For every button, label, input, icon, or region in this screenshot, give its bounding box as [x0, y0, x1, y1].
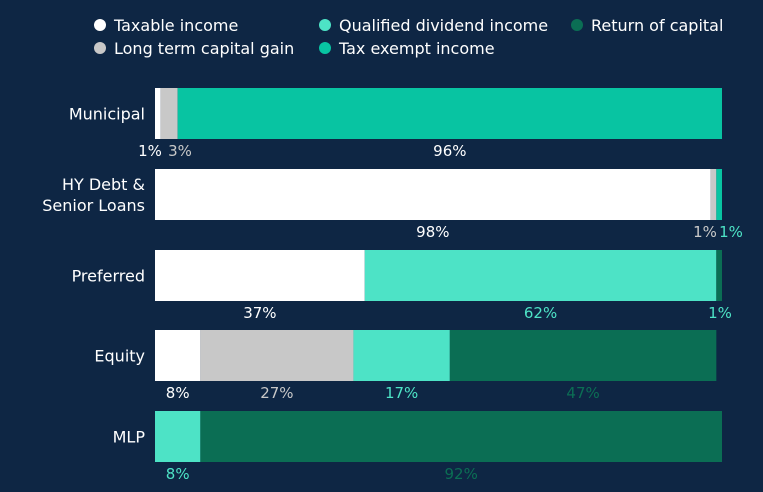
bar-segment-equity-qualified-dividend-income [353, 330, 450, 381]
bar-segment-preferred-taxable-income [155, 250, 365, 301]
bar-segment-hy-debt-senior-loans-long-term-capital-gain [710, 169, 717, 220]
data-label-mlp-qualified-dividend-income: 8% [166, 465, 190, 483]
category-label-mlp: MLP [113, 428, 146, 447]
bar-group-preferred: Preferred 37% 62% 1% [72, 250, 732, 322]
bar-segment-mlp-qualified-dividend-income [155, 411, 201, 462]
legend-item-tax-exempt-income: Tax exempt income [319, 39, 495, 58]
data-label-municipal-taxable-income: 1% [138, 142, 162, 160]
bar-group-municipal: Municipal 1% 3% 96% [69, 88, 722, 160]
bar-group-hy-debt-senior-loans: HY Debt & Senior Loans 98% 1% 1% [42, 169, 743, 241]
legend-item-long-term-capital-gain: Long term capital gain [94, 39, 294, 58]
category-label-hy-debt-senior-loans-line1: HY Debt & [62, 175, 145, 194]
data-label-equity-long-term-capital-gain: 27% [260, 384, 293, 402]
legend-label-tax-exempt-income: Tax exempt income [338, 39, 495, 58]
data-label-equity-taxable-income: 8% [166, 384, 190, 402]
bar-segment-mlp-return-of-capital [200, 411, 723, 462]
bar-segment-hy-debt-senior-loans-taxable-income [155, 169, 711, 220]
data-label-hy-debt-senior-loans-tax-exempt-income: 1% [719, 223, 743, 241]
bar-segment-preferred-return-of-capital [716, 250, 722, 301]
data-label-hy-debt-senior-loans-long-term-capital-gain: 1% [693, 223, 717, 241]
data-label-municipal-long-term-capital-gain: 3% [168, 142, 192, 160]
data-label-municipal-tax-exempt-income: 96% [433, 142, 466, 160]
category-label-preferred: Preferred [72, 267, 145, 286]
legend-label-qualified-dividend-income: Qualified dividend income [339, 16, 548, 35]
data-label-preferred-return-of-capital: 1% [708, 304, 732, 322]
legend-swatch-qualified-dividend-income [319, 19, 331, 31]
bar-group-equity: Equity 8% 27% 17% 47% [94, 330, 717, 402]
data-label-hy-debt-senior-loans-taxable-income: 98% [416, 223, 449, 241]
legend-label-taxable-income: Taxable income [113, 16, 238, 35]
data-label-preferred-taxable-income: 37% [243, 304, 276, 322]
data-label-equity-return-of-capital: 47% [566, 384, 599, 402]
bar-group-mlp: MLP 8% 92% [113, 411, 723, 483]
bar-segment-municipal-taxable-income [155, 88, 161, 139]
data-label-preferred-qualified-dividend-income: 62% [524, 304, 557, 322]
legend-item-taxable-income: Taxable income [94, 16, 238, 35]
bar-segment-municipal-long-term-capital-gain [160, 88, 178, 139]
bar-segment-preferred-qualified-dividend-income [364, 250, 717, 301]
legend-item-qualified-dividend-income: Qualified dividend income [319, 16, 548, 35]
legend-item-return-of-capital: Return of capital [571, 16, 723, 35]
bar-segment-equity-long-term-capital-gain [200, 330, 354, 381]
category-label-hy-debt-senior-loans-line2: Senior Loans [42, 196, 145, 215]
category-label-municipal: Municipal [69, 105, 145, 124]
legend-swatch-taxable-income [94, 19, 106, 31]
category-label-equity: Equity [94, 347, 145, 366]
legend-swatch-tax-exempt-income [319, 42, 331, 54]
bar-segment-municipal-tax-exempt-income [177, 88, 722, 139]
bar-segment-equity-taxable-income [155, 330, 201, 381]
legend-label-return-of-capital: Return of capital [591, 16, 723, 35]
legend-swatch-long-term-capital-gain [94, 42, 106, 54]
bar-segment-equity-return-of-capital [449, 330, 717, 381]
legend-swatch-return-of-capital [571, 19, 583, 31]
data-label-equity-qualified-dividend-income: 17% [385, 384, 418, 402]
legend-label-long-term-capital-gain: Long term capital gain [114, 39, 294, 58]
data-label-mlp-return-of-capital: 92% [445, 465, 478, 483]
bar-segment-hy-debt-senior-loans-tax-exempt-income [716, 169, 722, 220]
